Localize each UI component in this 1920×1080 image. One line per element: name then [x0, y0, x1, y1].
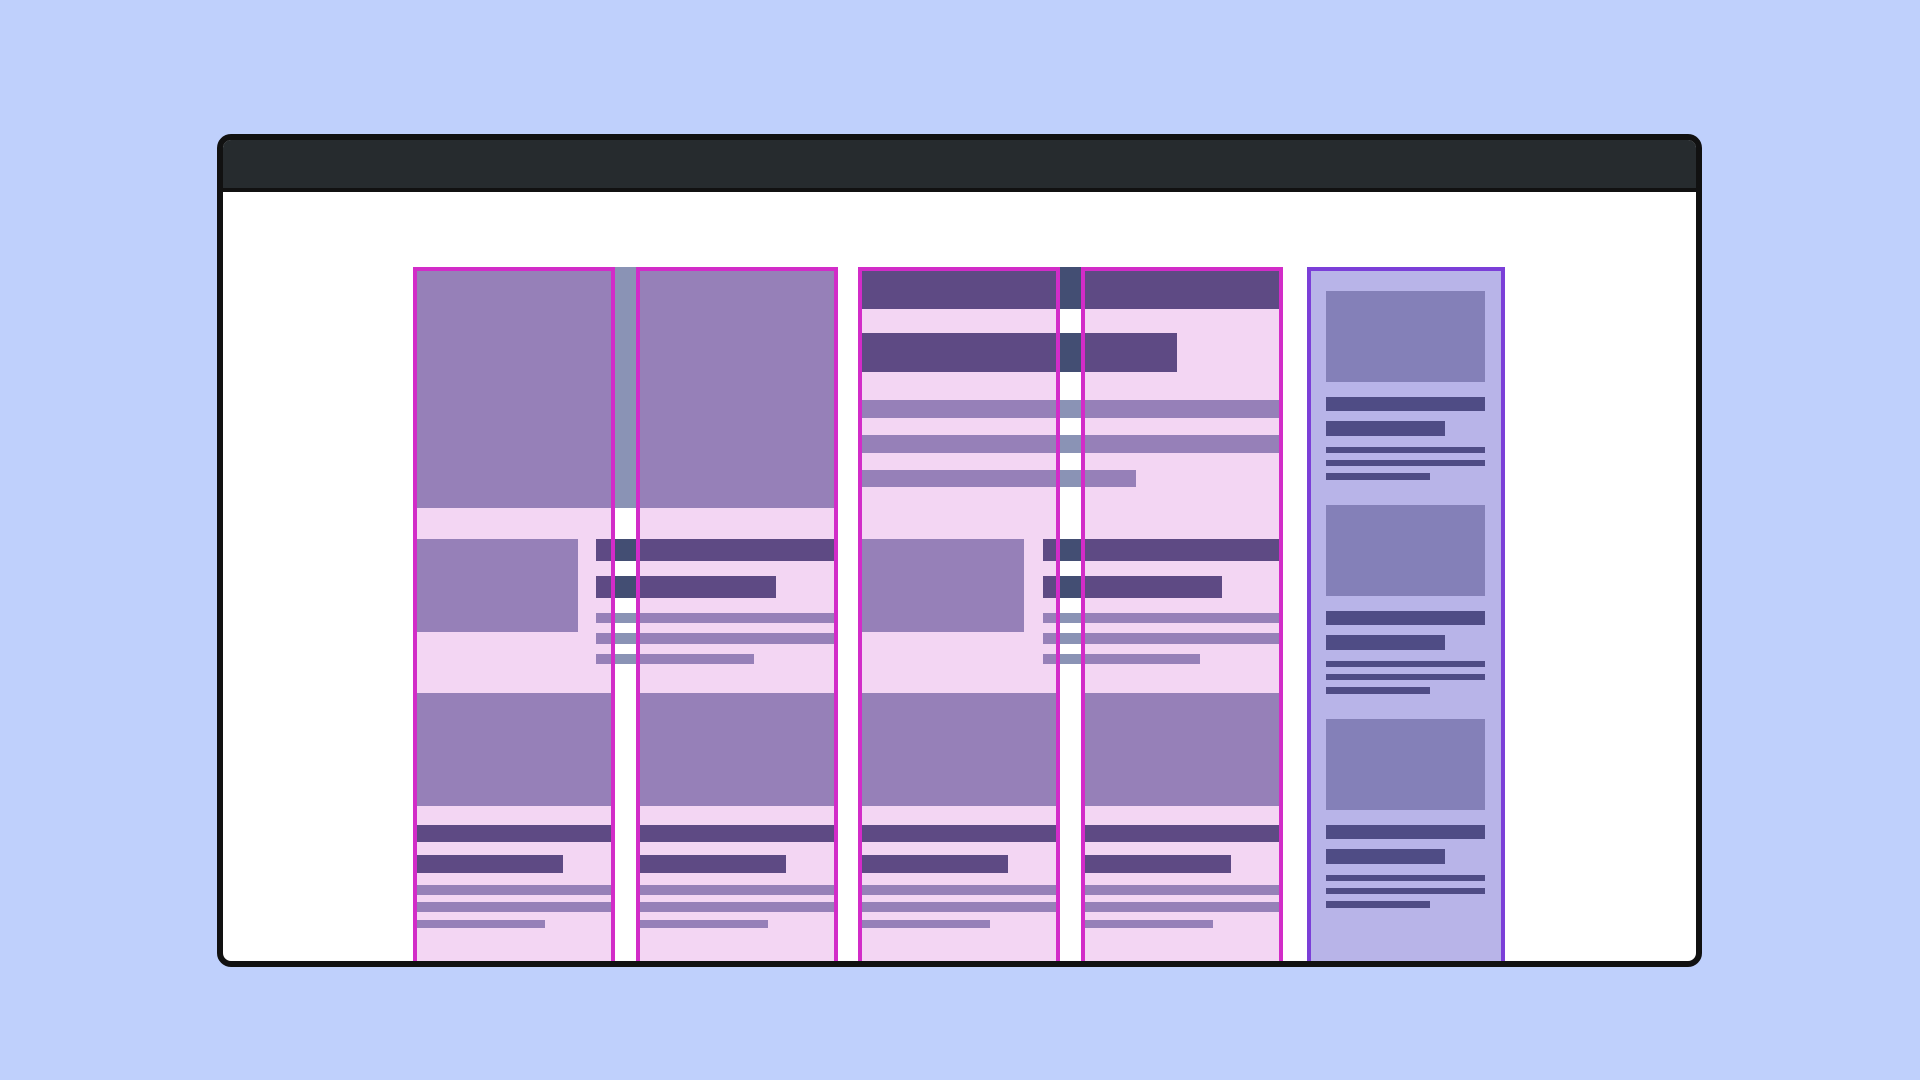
heading-placeholder	[1043, 539, 1283, 561]
text-line-placeholder	[1085, 885, 1279, 895]
text-line-placeholder	[1043, 633, 1283, 644]
sidebar-card-image	[1326, 719, 1485, 810]
grid-column-4	[1081, 267, 1283, 961]
text-line-placeholder	[862, 885, 1056, 895]
heading-placeholder	[596, 539, 838, 561]
image-placeholder	[858, 539, 1024, 632]
text-line-placeholder	[858, 470, 1136, 487]
text-line-placeholder	[640, 920, 768, 928]
section-header-bar	[858, 267, 1283, 309]
text-line-placeholder	[858, 435, 1283, 453]
page-layout	[223, 140, 1696, 961]
sidebar-text-line	[1326, 888, 1485, 894]
grid-column-1	[413, 267, 615, 961]
sidebar-text-line	[1326, 687, 1430, 694]
sidebar-text-line	[1326, 875, 1485, 881]
card-image-placeholder	[1085, 693, 1279, 806]
text-line-placeholder	[596, 654, 754, 664]
text-line-placeholder	[1085, 920, 1213, 928]
sidebar-card-subheading	[1326, 849, 1445, 864]
card-heading-placeholder	[417, 825, 611, 842]
section-title-placeholder	[858, 333, 1177, 372]
sidebar-text-line	[1326, 674, 1485, 680]
image-placeholder	[413, 539, 578, 632]
card-subheading-placeholder	[640, 855, 786, 873]
text-line-placeholder	[417, 885, 611, 895]
card-image-placeholder	[862, 693, 1056, 806]
card-image-placeholder	[640, 693, 834, 806]
browser-window	[217, 134, 1702, 967]
text-line-placeholder	[417, 902, 611, 912]
card-heading-placeholder	[862, 825, 1056, 842]
grid-column-3	[858, 267, 1060, 961]
sidebar-card-heading	[1326, 397, 1485, 411]
sidebar-text-line	[1326, 901, 1430, 908]
sidebar-card-subheading	[1326, 421, 1445, 436]
sidebar-text-line	[1326, 473, 1430, 480]
text-line-placeholder	[417, 920, 545, 928]
text-line-placeholder	[1043, 654, 1200, 664]
sidebar-text-line	[1326, 661, 1485, 667]
sidebar-text-line	[1326, 447, 1485, 453]
text-line-placeholder	[858, 400, 1283, 418]
card-subheading-placeholder	[417, 855, 563, 873]
sidebar-card-image	[1326, 505, 1485, 596]
grid-column-2	[636, 267, 838, 961]
text-line-placeholder	[596, 613, 838, 623]
card-subheading-placeholder	[1085, 855, 1231, 873]
sidebar-card-heading	[1326, 611, 1485, 625]
card-heading-placeholder	[1085, 825, 1279, 842]
card-subheading-placeholder	[862, 855, 1008, 873]
text-line-placeholder	[862, 920, 990, 928]
hero-image-placeholder	[413, 267, 838, 508]
text-line-placeholder	[640, 902, 834, 912]
window-titlebar	[223, 140, 1696, 192]
text-line-placeholder	[640, 885, 834, 895]
sidebar-card-subheading	[1326, 635, 1445, 650]
card-image-placeholder	[417, 693, 611, 806]
card-heading-placeholder	[640, 825, 834, 842]
text-line-placeholder	[1043, 613, 1283, 623]
subheading-placeholder	[1043, 576, 1222, 598]
sidebar-card-image	[1326, 291, 1485, 382]
sidebar-card-heading	[1326, 825, 1485, 839]
text-line-placeholder	[1085, 902, 1279, 912]
subheading-placeholder	[596, 576, 776, 598]
text-line-placeholder	[862, 902, 1056, 912]
text-line-placeholder	[596, 633, 838, 644]
sidebar-text-line	[1326, 460, 1485, 466]
